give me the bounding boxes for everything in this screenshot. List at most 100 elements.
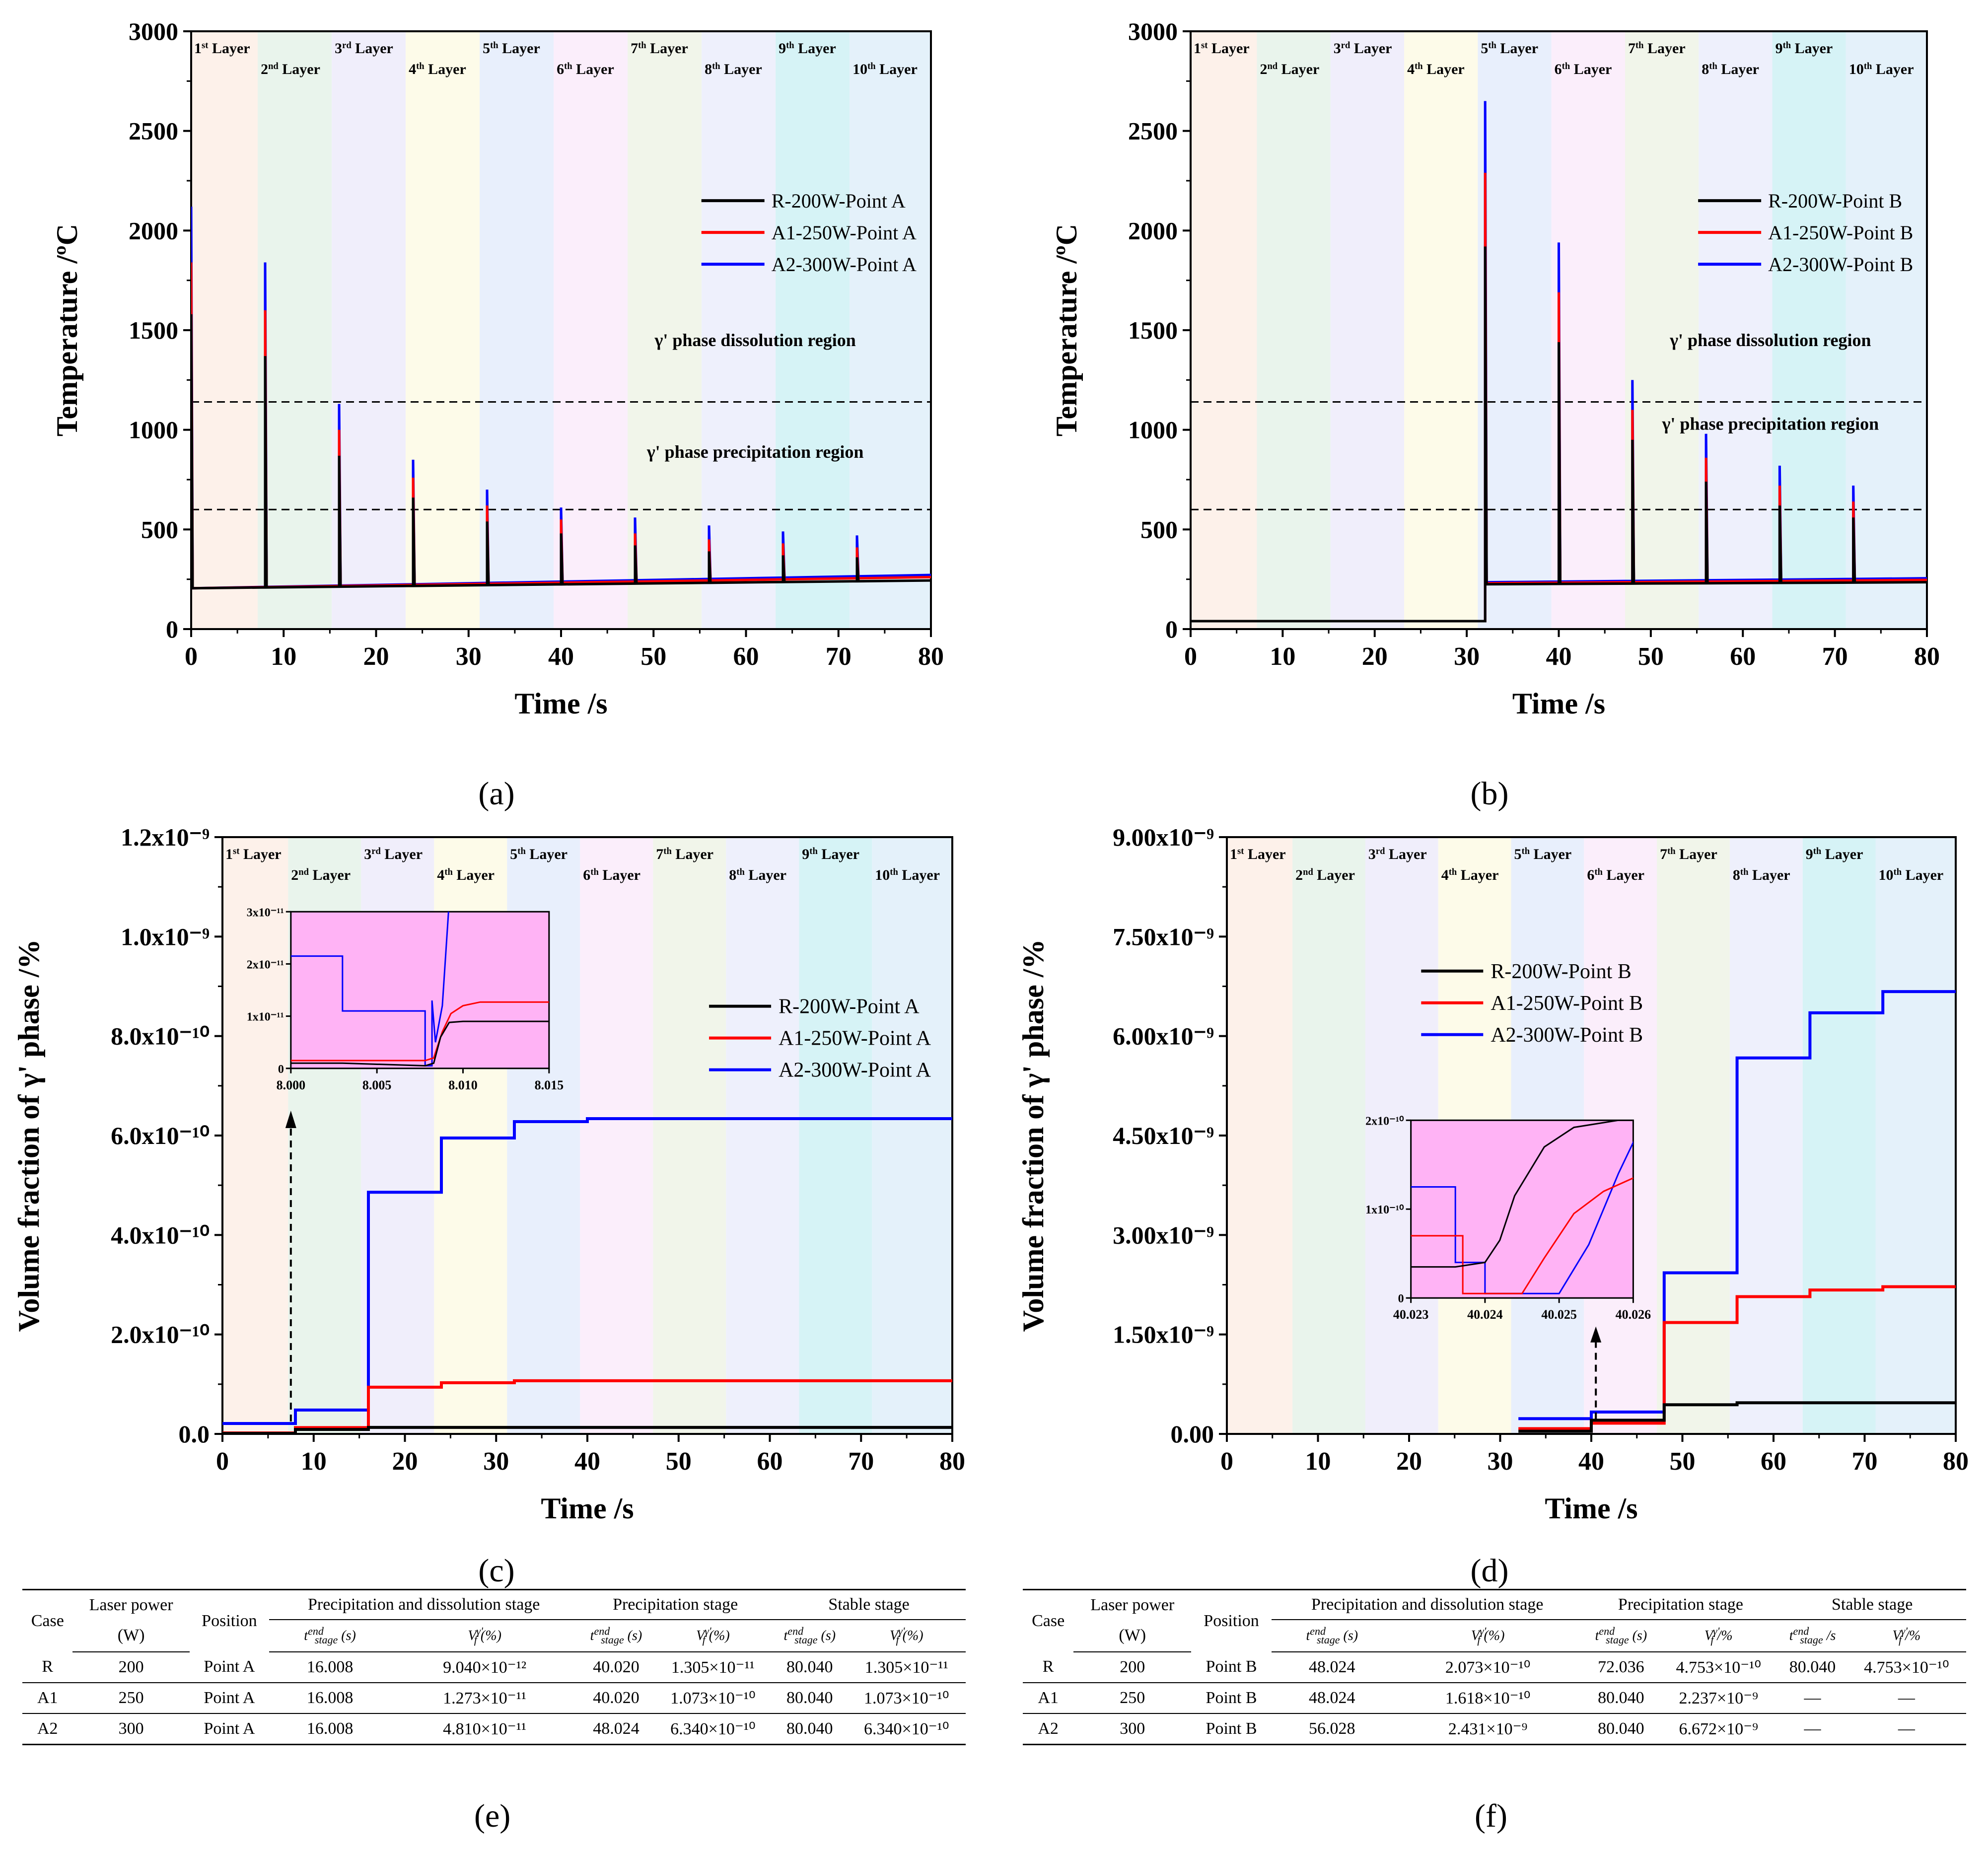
- layer-band: [653, 837, 726, 1434]
- table-cell: 40.020: [578, 1682, 654, 1714]
- table-cell: 16.008: [269, 1713, 391, 1745]
- table-cell: —: [1846, 1682, 1966, 1714]
- inset-plot: [290, 912, 549, 1067]
- x-tick-label: 40: [548, 642, 574, 671]
- legend-entry: A2-300W-Point A: [772, 253, 917, 276]
- inset-y-tick-label: 0: [1398, 1292, 1404, 1305]
- x-tick-label: 30: [1488, 1447, 1513, 1476]
- plot-area: [1191, 101, 1927, 623]
- inset-x-tick-label: 8.000: [277, 1078, 306, 1092]
- x-tick-label: 10: [1270, 642, 1295, 671]
- layer-label: 7th Layer: [631, 40, 688, 57]
- chart-b: 1st Layer 2nd Layer 3rd Layer 4th Layer 5th …: [1050, 17, 1940, 812]
- table-cell: 6.672×10⁻⁹: [1659, 1713, 1778, 1745]
- region-label: γ' phase precipitation region: [1662, 414, 1879, 434]
- legend-entry: A1-250W-Point B: [1491, 992, 1643, 1015]
- y-tick-label: 3000: [1128, 17, 1178, 45]
- layer-band: [1257, 31, 1331, 629]
- table-header: Laser power: [1073, 1589, 1192, 1620]
- layer-band: [1625, 31, 1699, 629]
- x-tick-label: 40: [574, 1447, 600, 1476]
- layer-label: 7th Layer: [656, 846, 713, 863]
- inset-arrow-head: [1590, 1326, 1602, 1343]
- panel-label: (c): [478, 1553, 514, 1589]
- inset-y-tick-label: 3x10⁻¹¹: [247, 906, 284, 919]
- x-tick-label: 0: [216, 1447, 229, 1476]
- y-tick-label: 1500: [1128, 316, 1178, 344]
- table-subheader: Vγ'f (%): [1392, 1620, 1583, 1652]
- y-tick-label: 0: [166, 615, 178, 643]
- layer-label: 8th Layer: [729, 867, 786, 884]
- x-tick-label: 80: [918, 642, 944, 671]
- table-cell: 2.431×10⁻⁹: [1392, 1713, 1583, 1745]
- series-line: [222, 1117, 952, 1425]
- inset-plot: [1411, 1120, 1633, 1294]
- layer-label: 2nd Layer: [1260, 61, 1319, 78]
- inset-y-tick-label: 2x10⁻¹⁰: [1365, 1115, 1404, 1128]
- layer-band: [1404, 31, 1478, 629]
- layer-label: 6th Layer: [557, 61, 614, 78]
- x-tick-label: 70: [848, 1447, 874, 1476]
- inset-frame: [1410, 1119, 1634, 1299]
- table-header: Stable stage: [1778, 1589, 1966, 1620]
- layer-label: 3rd Layer: [1368, 846, 1427, 863]
- x-tick-label: 30: [483, 1447, 509, 1476]
- layer-band: [776, 31, 850, 629]
- y-tick-label: 2500: [1128, 117, 1178, 145]
- x-tick-label: 0: [1220, 1447, 1233, 1476]
- table-subheader: tendstage /s: [1778, 1620, 1847, 1652]
- layer-label: 1st Layer: [1194, 40, 1250, 57]
- inset-y-tick-label: 2x10⁻¹¹: [247, 958, 284, 971]
- layer-band: [406, 31, 480, 629]
- table-cell: 80.040: [1583, 1713, 1659, 1745]
- table-cell: 48.024: [1271, 1682, 1393, 1714]
- series-line: [222, 1425, 952, 1434]
- table-cell: 1.273×10⁻¹¹: [391, 1682, 579, 1714]
- layer-band: [480, 31, 554, 629]
- table-cell: 2.237×10⁻⁹: [1659, 1682, 1778, 1714]
- layer-label: 5th Layer: [1481, 40, 1538, 57]
- layer-label: 6th Layer: [1555, 61, 1612, 78]
- series-line: [1518, 990, 1956, 1421]
- table-cell: Point B: [1191, 1682, 1272, 1714]
- x-tick-label: 30: [456, 642, 482, 671]
- table-cell: 48.024: [1271, 1651, 1393, 1683]
- table-cell: Point B: [1191, 1651, 1272, 1683]
- table-cell: 1.305×10⁻¹¹: [847, 1651, 966, 1683]
- series-line: [1518, 1401, 1956, 1433]
- table-cell: R: [1023, 1651, 1074, 1683]
- y-tick-label: 9.00x10⁻⁹: [1113, 823, 1214, 851]
- table-cell: 80.040: [1778, 1651, 1847, 1683]
- sub-header-label: Vγ'f /%: [1704, 1625, 1733, 1646]
- y-tick-label: 1500: [129, 316, 178, 344]
- table-header: Stable stage: [772, 1589, 966, 1620]
- table-subheader: Vγ'f /%: [1846, 1620, 1966, 1652]
- x-tick-label: 0: [1184, 642, 1197, 671]
- table-subheader: Vγ'f (%): [653, 1620, 773, 1652]
- x-tick-label: 10: [271, 642, 296, 671]
- x-tick-label: 50: [666, 1447, 692, 1476]
- sub-header-label: tendstage (s): [590, 1625, 642, 1646]
- y-tick-label: 2500: [129, 117, 178, 145]
- table-cell: 250: [1073, 1682, 1192, 1714]
- layer-band: [799, 837, 872, 1434]
- panel-label: (f): [1475, 1798, 1507, 1834]
- sub-header-label: Vγ'f (%): [696, 1625, 730, 1646]
- inset-y-tick-label: 1x10⁻¹⁰: [1365, 1204, 1404, 1216]
- layer-label: 7th Layer: [1660, 846, 1717, 863]
- results-table-f: Case Laser power Position Precipitation and…: [1023, 1588, 1966, 1745]
- x-tick-label: 40: [1546, 642, 1572, 671]
- layer-band: [554, 31, 628, 629]
- sub-header-label: tendstage (s): [304, 1625, 356, 1646]
- inset-y-tick-label: 0: [278, 1063, 284, 1076]
- layer-band: [191, 31, 258, 629]
- region-label: γ' phase dissolution region: [654, 330, 855, 350]
- legend-entry: R-200W-Point A: [772, 190, 906, 212]
- layer-label: 9th Layer: [802, 846, 859, 863]
- layer-label: 1st Layer: [194, 40, 250, 57]
- series-line: [191, 314, 931, 590]
- layer-band: [1802, 837, 1876, 1434]
- layer-band: [628, 31, 702, 629]
- table-cell: Point B: [1191, 1713, 1272, 1745]
- table-cell: Point A: [189, 1651, 270, 1683]
